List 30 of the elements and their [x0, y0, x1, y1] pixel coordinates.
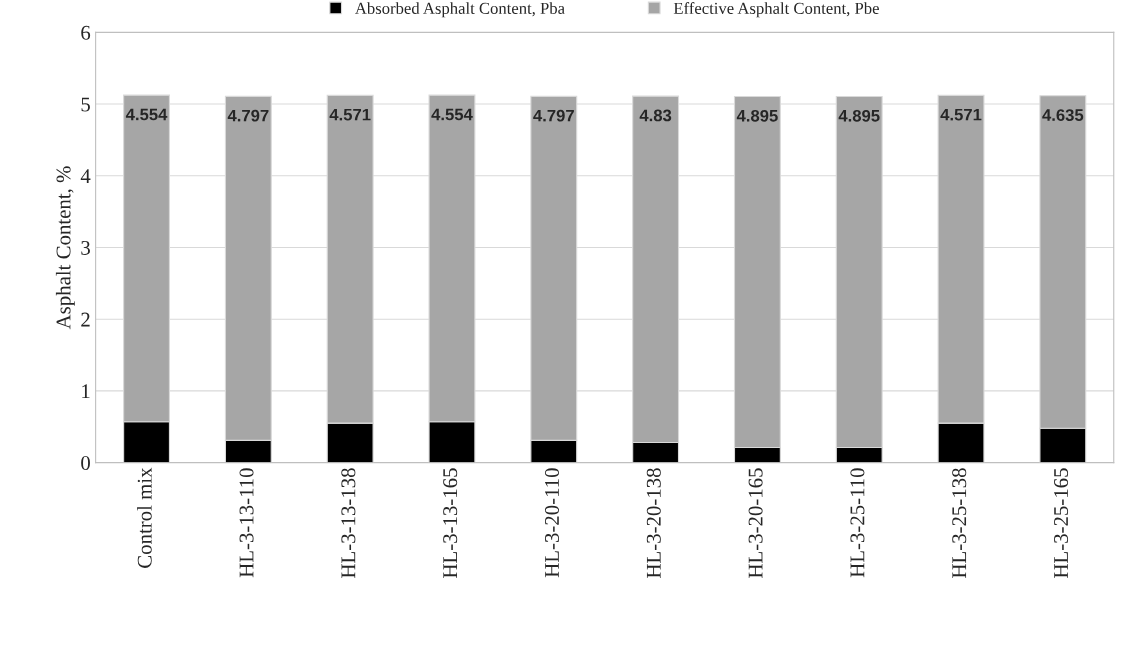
x-tick-label: HL-3-20-138 — [646, 468, 661, 578]
data-label: 4.571 — [329, 108, 371, 121]
data-label: 4.635 — [1042, 109, 1084, 121]
y-tick-label: 5 — [81, 97, 90, 112]
y-tick-label: 6 — [81, 25, 91, 40]
y-tick-label: 1 — [82, 384, 90, 399]
legend-label: Effective Asphalt Content, Pbe — [673, 2, 879, 18]
data-label: 4.83 — [639, 109, 672, 122]
data-label: 4.554 — [431, 108, 473, 121]
x-tick-label: HL-3-20-165 — [748, 468, 763, 578]
y-tick-label: 0 — [81, 455, 90, 471]
data-label: 4.571 — [940, 108, 982, 121]
y-axis-title: Asphalt Content, % — [55, 166, 75, 330]
y-tick-label: 4 — [80, 169, 91, 183]
x-tick-label: HL-3-13-165 — [443, 468, 458, 578]
x-tick-label: Control mix — [137, 467, 152, 568]
y-tick-label: 2 — [81, 312, 90, 327]
x-tick-label: HL-3-25-165 — [1054, 468, 1069, 578]
x-tick-label: HL-3-25-110 — [850, 468, 865, 578]
x-tick-label: HL-3-13-138 — [341, 468, 356, 578]
data-label: 4.554 — [125, 108, 168, 121]
x-tick-label: HL-3-20-110 — [544, 468, 559, 578]
data-label: 4.895 — [838, 109, 880, 122]
data-label: 4.797 — [533, 109, 574, 122]
y-tick-label: 3 — [81, 240, 90, 255]
x-tick-label: HL-3-25-138 — [952, 468, 967, 578]
data-label: 4.797 — [227, 109, 269, 122]
x-tick-label: HL-3-13-110 — [239, 468, 254, 578]
data-label: 4.895 — [736, 109, 778, 122]
legend-label: Absorbed Asphalt Content, Pba — [355, 2, 565, 18]
